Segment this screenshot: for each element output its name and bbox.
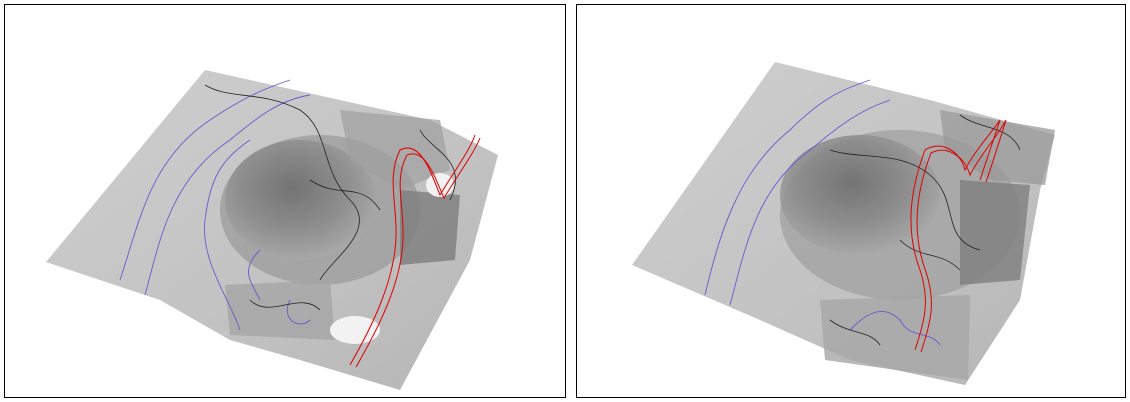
blue-curves (704, 79, 941, 346)
black-curves (204, 84, 456, 311)
hole (426, 173, 454, 197)
fragment (820, 295, 970, 380)
right-view (576, 4, 1126, 398)
red-curves (349, 134, 481, 368)
fragment (400, 190, 460, 265)
fragment (225, 280, 335, 340)
blue-curves (119, 79, 311, 331)
structure-core (225, 140, 375, 260)
fragment (960, 180, 1030, 285)
fragment (340, 110, 450, 190)
red-curves (910, 119, 1007, 353)
left-view (4, 4, 566, 398)
structure-core (780, 135, 940, 255)
hole (330, 316, 380, 344)
